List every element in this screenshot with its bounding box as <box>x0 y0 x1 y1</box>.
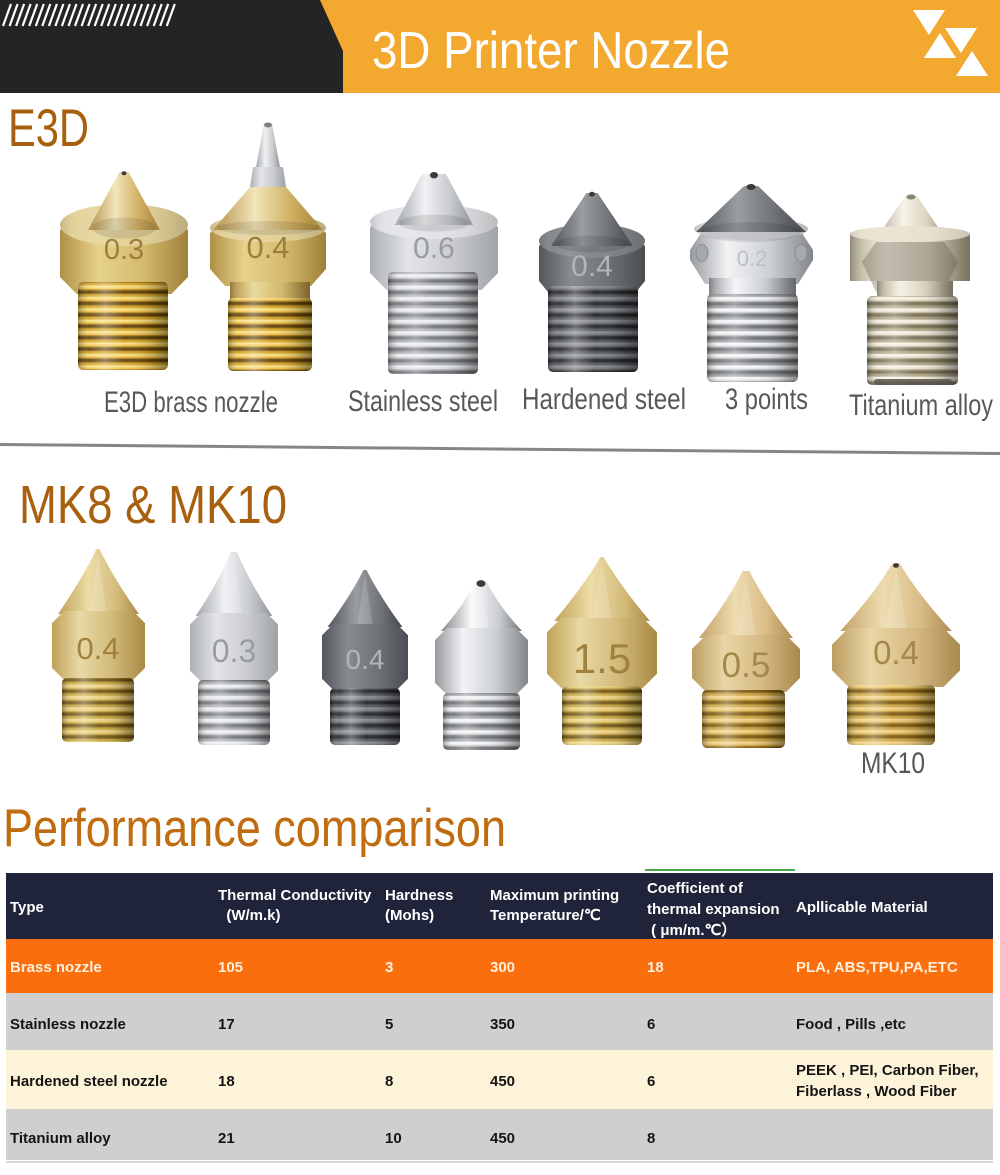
svg-text:Hardened steel: Hardened steel <box>522 383 686 416</box>
svg-text:Titanium alloy: Titanium alloy <box>849 389 993 422</box>
svg-text:3D Printer Nozzle: 3D Printer Nozzle <box>372 22 730 80</box>
svg-text:0.4: 0.4 <box>246 230 289 265</box>
svg-text:3 points: 3 points <box>725 383 808 416</box>
svg-text:MK10: MK10 <box>861 747 925 780</box>
svg-text:Performance comparison: Performance comparison <box>3 799 506 858</box>
svg-text:0.6: 0.6 <box>413 232 455 265</box>
svg-text:MK8 & MK10: MK8 & MK10 <box>19 475 287 535</box>
svg-text:0.3: 0.3 <box>104 234 144 266</box>
svg-text:0.5: 0.5 <box>722 646 771 685</box>
svg-text:0.4: 0.4 <box>571 250 613 283</box>
svg-text:0.4: 0.4 <box>346 644 385 675</box>
svg-text:Stainless steel: Stainless steel <box>348 385 498 418</box>
svg-text:1.5: 1.5 <box>573 635 631 682</box>
svg-text:0.2: 0.2 <box>737 246 768 271</box>
svg-text:E3D: E3D <box>8 99 89 158</box>
svg-text:0.4: 0.4 <box>873 634 919 671</box>
svg-text:0.4: 0.4 <box>76 631 119 666</box>
svg-text:0.3: 0.3 <box>212 633 256 669</box>
svg-text:E3D brass nozzle: E3D brass nozzle <box>104 386 278 419</box>
